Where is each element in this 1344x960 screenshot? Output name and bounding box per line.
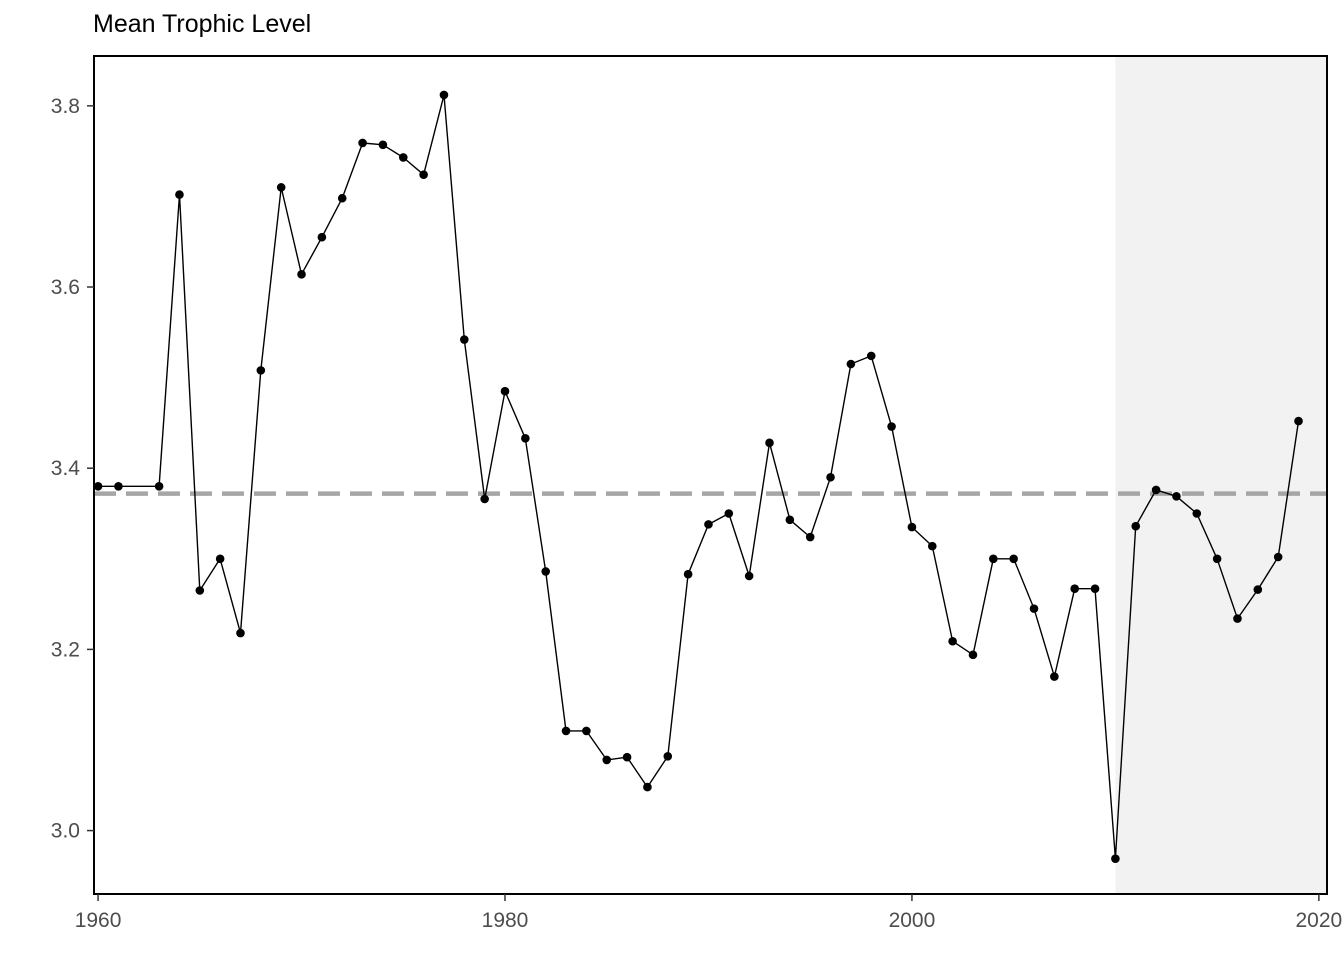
data-point (439, 90, 449, 100)
data-point (154, 482, 164, 491)
data-point (927, 541, 937, 551)
data-point (419, 170, 428, 179)
axis-layer: 1960 1980 2000 2020 3.0 3.2 3.4 3.6 3.8 (51, 55, 1343, 932)
data-point (866, 351, 876, 361)
data-point (948, 636, 957, 646)
data-point (1070, 584, 1080, 593)
data-point (663, 751, 673, 761)
shaded-region (1115, 56, 1327, 894)
y-tick-label: 3.6 (51, 276, 80, 299)
data-point (643, 782, 652, 792)
data-point (805, 532, 815, 542)
shaded-region-layer (1115, 56, 1327, 894)
data-point (744, 571, 754, 581)
data-point (195, 586, 205, 595)
data-point (968, 650, 978, 660)
data-point (724, 509, 734, 518)
data-point (521, 434, 530, 443)
data-point (1050, 672, 1059, 681)
x-tick-label: 2020 (1296, 909, 1343, 932)
y-tick-label: 3.2 (51, 638, 80, 661)
data-point (93, 482, 103, 491)
data-point (297, 270, 306, 279)
data-point (602, 755, 612, 765)
data-point (541, 567, 550, 576)
y-tick-label: 3.4 (51, 457, 81, 480)
data-point (1172, 491, 1181, 501)
data-point (460, 335, 469, 344)
data-point (1212, 554, 1222, 564)
x-tick-label: 1960 (75, 909, 122, 932)
data-point (358, 138, 367, 148)
data-point (500, 386, 510, 396)
data-point (1111, 854, 1120, 863)
data-point (1090, 584, 1100, 593)
data-point (1151, 485, 1161, 495)
data-point (989, 554, 998, 564)
data-point (826, 472, 835, 482)
data-point (887, 422, 896, 431)
data-point (256, 366, 266, 375)
data-point (704, 520, 713, 529)
panel-border (93, 55, 1328, 895)
data-point (907, 522, 917, 532)
data-point (1009, 554, 1018, 564)
data-point (236, 628, 245, 638)
data-point (765, 438, 774, 448)
data-point (1294, 416, 1303, 426)
data-point (480, 494, 489, 504)
data-point (1233, 614, 1242, 623)
data-point (276, 183, 286, 192)
y-tick-label: 3.0 (51, 820, 80, 843)
data-point (337, 193, 347, 203)
data-point (114, 482, 123, 491)
data-point (683, 569, 693, 579)
y-tick-label: 3.8 (51, 95, 80, 118)
x-tick-label: 2000 (889, 909, 936, 932)
data-point (561, 726, 571, 736)
chart-title: Mean Trophic Level (93, 10, 312, 38)
data-point (1029, 604, 1039, 613)
data-point (1253, 585, 1263, 594)
data-point (215, 554, 225, 564)
data-point (622, 752, 632, 762)
data-point (175, 190, 184, 199)
points-layer (93, 90, 1303, 863)
data-point (1131, 521, 1141, 531)
data-point (846, 359, 856, 369)
data-point (1273, 552, 1283, 562)
data-point (582, 726, 591, 736)
data-point (785, 515, 795, 525)
data-point (1192, 509, 1202, 518)
data-point (317, 232, 327, 242)
data-point (398, 153, 408, 162)
x-tick-label: 1980 (482, 909, 529, 932)
data-point (378, 140, 388, 150)
